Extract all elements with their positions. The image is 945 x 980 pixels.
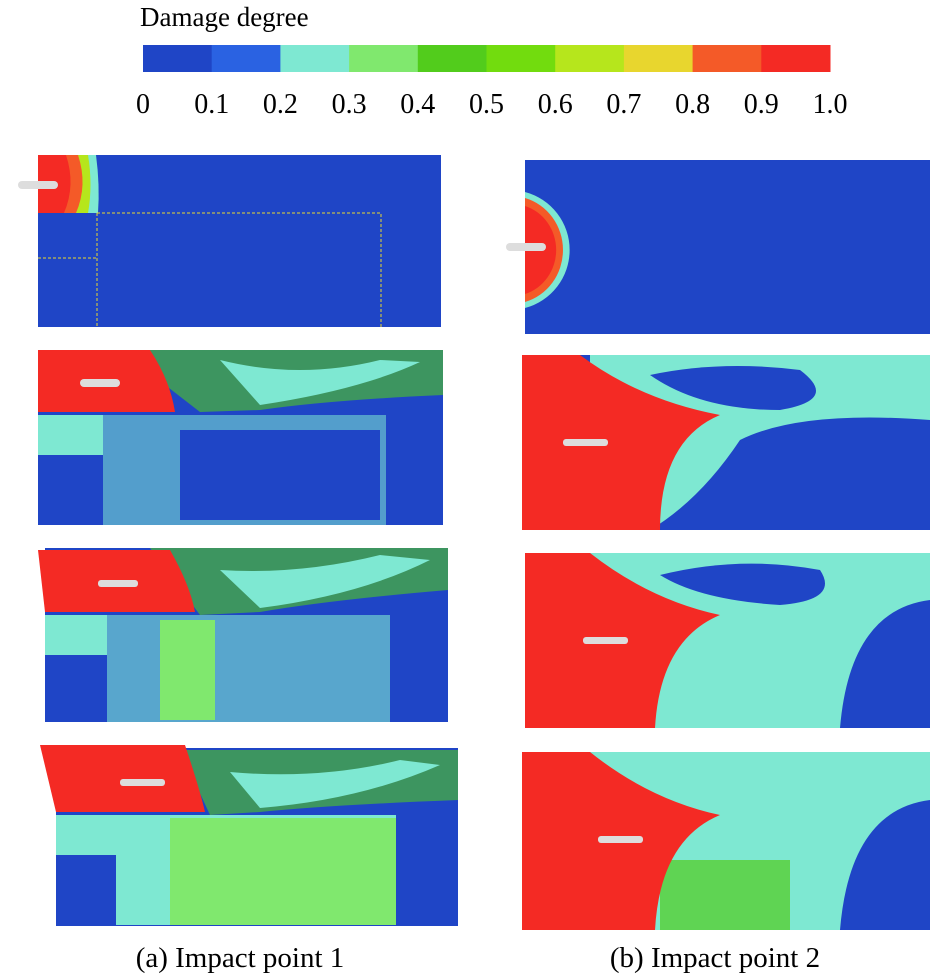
colorbar-segment xyxy=(761,45,831,72)
colorbar-tick-label: 0.3 xyxy=(332,89,367,120)
colorbar-segment xyxy=(280,45,350,72)
panel-left-4 xyxy=(40,745,458,926)
panel-left-2 xyxy=(38,350,443,525)
colorbar-tick-label: 0 xyxy=(136,89,150,120)
colorbar-tick-label: 1.0 xyxy=(813,89,848,120)
colorbar-tick-label: 0.7 xyxy=(606,89,641,120)
colorbar-segment xyxy=(692,45,762,72)
colorbar-segment xyxy=(211,45,281,72)
colorbar-tick-label: 0.1 xyxy=(194,89,229,120)
panel-right-4 xyxy=(522,752,930,930)
colorbar-tick-label: 0.8 xyxy=(675,89,710,120)
colorbar-segment xyxy=(143,45,213,72)
colorbar-title: Damage degree xyxy=(140,2,309,32)
panel-right-1 xyxy=(506,160,930,334)
colorbar-tick-label: 0.4 xyxy=(400,89,435,120)
caption: (b) Impact point 2 xyxy=(610,942,820,974)
colorbar-tick-label: 0.2 xyxy=(263,89,298,120)
panel-right-3 xyxy=(525,553,930,728)
colorbar-tick-label: 0.5 xyxy=(469,89,504,120)
caption: (a) Impact point 1 xyxy=(136,942,345,974)
panel-left-1 xyxy=(18,155,441,327)
colorbar: 0 0.1 0.2 0.3 0.4 0.5 0.6 0.7 0.8 0.9 1.0 xyxy=(136,45,848,120)
colorbar-segment xyxy=(486,45,556,72)
colorbar-tick-label: 0.9 xyxy=(744,89,779,120)
colorbar-tick-label: 0.6 xyxy=(538,89,573,120)
colorbar-segment xyxy=(349,45,419,72)
panel-left-3 xyxy=(38,548,448,722)
colorbar-segment xyxy=(555,45,625,72)
colorbar-segment xyxy=(417,45,487,72)
colorbar-segment xyxy=(623,45,694,72)
panel-right-2 xyxy=(522,355,930,530)
